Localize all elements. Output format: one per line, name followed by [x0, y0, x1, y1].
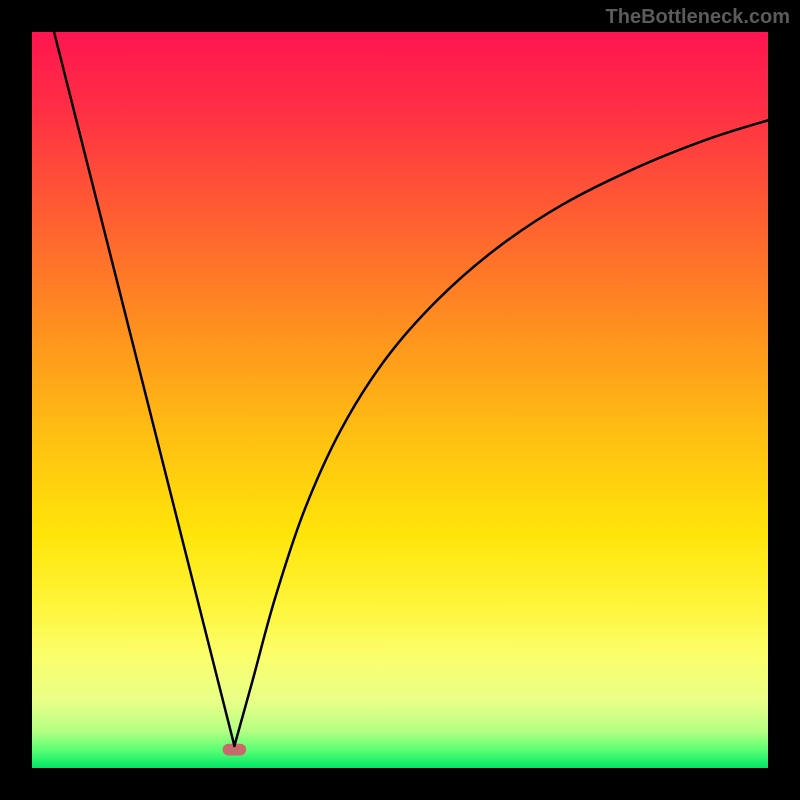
attribution-text: TheBottleneck.com [606, 6, 790, 29]
plot-area [32, 32, 768, 768]
gradient-background [32, 32, 768, 768]
bottleneck-curve-chart [32, 32, 768, 768]
chart-container: TheBottleneck.com [0, 0, 800, 800]
